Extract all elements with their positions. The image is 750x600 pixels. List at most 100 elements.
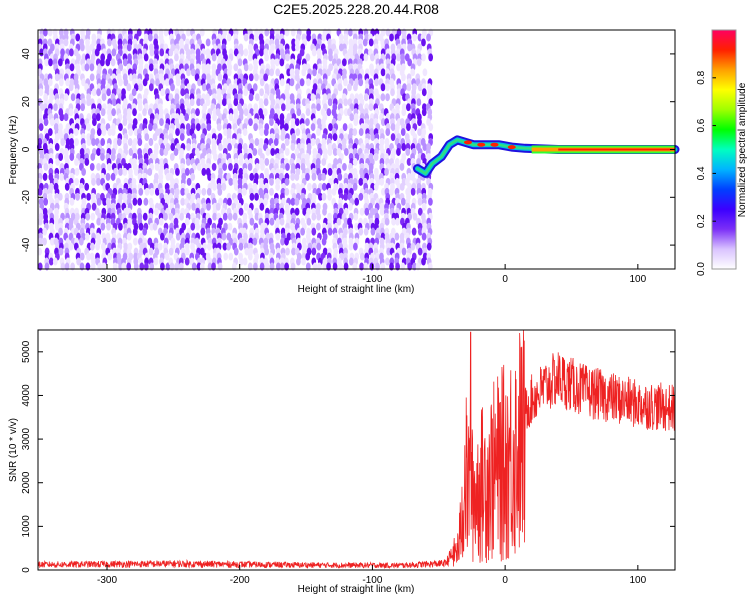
noise-cell xyxy=(212,182,217,191)
y-tick-label: 3000 xyxy=(21,428,32,451)
noise-cell xyxy=(421,257,426,266)
noise-cell xyxy=(401,108,407,117)
noise-cell xyxy=(312,68,317,77)
noise-cell xyxy=(305,172,310,181)
noise-cell xyxy=(249,172,255,181)
noise-cell xyxy=(128,148,134,156)
noise-cell xyxy=(290,172,296,181)
noise-cell xyxy=(389,187,394,196)
noise-cell xyxy=(57,58,63,67)
noise-cell xyxy=(237,58,243,67)
spectrogram-y-ticks: -40 -20 0 20 40 xyxy=(21,48,675,252)
noise-cell xyxy=(310,123,316,132)
noise-cell xyxy=(368,38,374,47)
noise-cell xyxy=(92,118,97,127)
noise-cell xyxy=(321,237,327,246)
noise-cell xyxy=(259,88,265,97)
noise-cell xyxy=(59,113,65,122)
noise-cell xyxy=(341,58,347,67)
noise-cell xyxy=(168,247,174,256)
x-tick-label: 0 xyxy=(502,575,508,586)
noise-cell xyxy=(137,197,143,206)
colorbar-tick-label: 0.6 xyxy=(696,118,707,132)
noise-cell xyxy=(316,128,321,137)
noise-cell xyxy=(118,222,123,231)
noise-cell xyxy=(328,123,333,132)
noise-cell xyxy=(417,128,422,137)
noise-cell xyxy=(263,197,268,206)
noise-cell xyxy=(201,187,207,196)
noise-cell xyxy=(89,73,95,82)
noise-cell xyxy=(269,177,274,186)
noise-cell xyxy=(223,128,228,137)
noise-cell xyxy=(327,148,333,156)
noise-cell xyxy=(186,68,191,77)
noise-cell xyxy=(63,113,69,122)
noise-cell xyxy=(96,162,101,171)
noise-cell xyxy=(206,187,212,196)
noise-cell xyxy=(118,78,123,87)
noise-cell xyxy=(169,152,175,161)
noise-cell xyxy=(407,58,413,67)
noise-cell xyxy=(63,93,69,102)
noise-cell xyxy=(254,192,259,201)
noise-cell xyxy=(416,58,422,67)
noise-cell xyxy=(352,157,358,166)
noise-cell xyxy=(411,227,417,236)
noise-cell xyxy=(142,227,148,236)
y-tick-label: -20 xyxy=(21,190,32,205)
noise-cell xyxy=(299,78,305,87)
noise-cell xyxy=(421,108,427,117)
noise-cell xyxy=(254,93,260,102)
x-tick-label: -100 xyxy=(362,575,382,586)
noise-cell xyxy=(54,222,60,231)
noise-cell xyxy=(43,118,49,127)
noise-cell xyxy=(396,53,401,62)
noise-cell xyxy=(373,182,379,191)
noise-cell xyxy=(84,157,90,166)
noise-cell xyxy=(132,227,138,236)
noise-cell xyxy=(91,138,96,147)
noise-cell xyxy=(95,113,101,122)
spectrogram-y-axis-label: Frequency (Hz) xyxy=(8,116,19,185)
noise-cell xyxy=(242,128,248,137)
noise-cell xyxy=(84,182,90,191)
noise-cell xyxy=(89,162,95,171)
snr-x-axis-label: Height of straight line (km) xyxy=(298,584,415,595)
noise-cell xyxy=(401,73,406,82)
noise-cell xyxy=(384,217,390,226)
noise-cell xyxy=(337,113,342,122)
noise-cell xyxy=(426,33,431,42)
noise-cell xyxy=(294,43,300,52)
noise-cell xyxy=(57,192,63,201)
noise-cell xyxy=(159,232,165,241)
noise-cell xyxy=(47,78,53,87)
snr-frame xyxy=(37,329,676,571)
noise-cell xyxy=(105,172,111,181)
noise-cell xyxy=(421,232,427,241)
noise-cell xyxy=(290,197,296,206)
noise-cell xyxy=(58,227,63,236)
noise-cell xyxy=(133,167,139,176)
noise-cell xyxy=(294,207,300,216)
noise-cell xyxy=(215,202,221,211)
noise-cell xyxy=(81,167,86,176)
noise-cell xyxy=(363,227,369,236)
noise-cell xyxy=(118,167,123,176)
noise-cell xyxy=(207,172,212,181)
noise-cell xyxy=(111,108,116,117)
noise-cell xyxy=(122,118,128,127)
noise-cell xyxy=(311,212,317,221)
noise-cell xyxy=(211,53,217,62)
noise-cell xyxy=(143,197,149,206)
noise-cell xyxy=(148,123,153,132)
noise-cell xyxy=(332,133,338,142)
noise-cell xyxy=(399,162,405,171)
noise-cell xyxy=(390,133,396,142)
noise-cell xyxy=(385,83,390,92)
noise-cell xyxy=(144,133,150,142)
noise-cell xyxy=(317,172,323,181)
noise-cell xyxy=(37,187,43,196)
noise-cell xyxy=(417,247,423,256)
